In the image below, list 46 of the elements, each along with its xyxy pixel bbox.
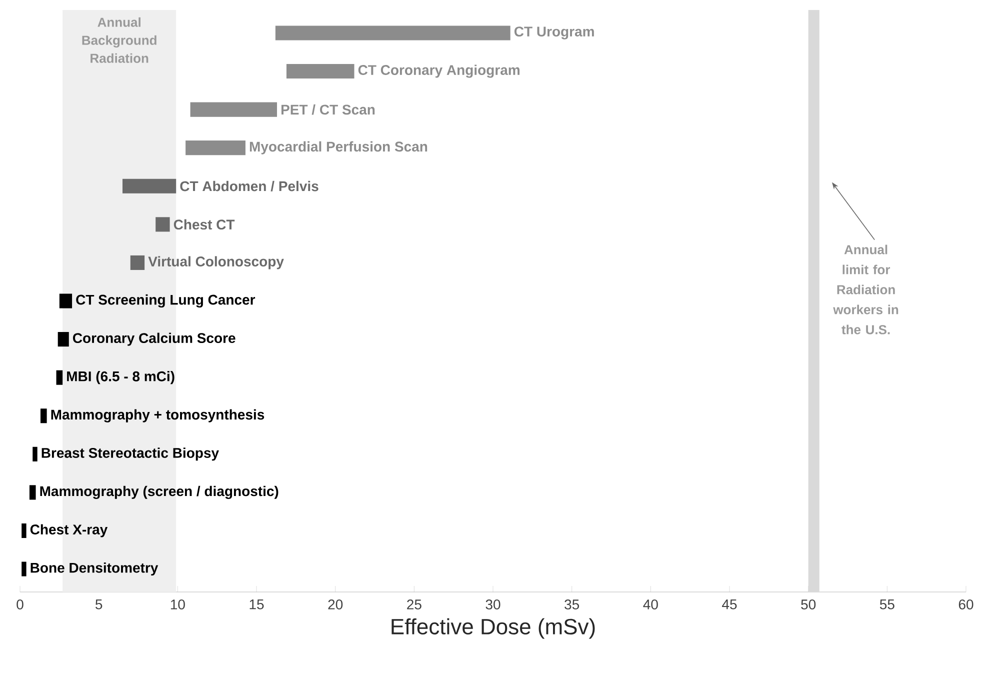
y-tick-label: Chest X-ray xyxy=(30,524,108,538)
x-tick-label: 15 xyxy=(250,600,264,610)
x-tick-label: 35 xyxy=(564,600,580,610)
y-tick-label: CT Coronary Angiogram xyxy=(358,64,520,78)
y-tick-label: MBI (6.5 - 8 mCi) xyxy=(67,371,174,384)
x-axis-title: Effective Dose (mSv) xyxy=(392,618,595,639)
bar xyxy=(59,294,72,308)
x-tick-label: 50 xyxy=(801,600,816,610)
y-tick-label: Myocardial Perfusion Scan xyxy=(250,141,428,154)
x-tick-label: 5 xyxy=(96,600,102,610)
bar xyxy=(122,178,176,194)
x-tick-label: 0 xyxy=(16,600,24,610)
bar xyxy=(275,26,510,40)
bar xyxy=(22,523,26,538)
y-tick-label: Coronary Calcium Score xyxy=(73,332,236,346)
y-tick-label: CT Abdomen / Pelvis xyxy=(180,180,318,192)
bar xyxy=(156,217,170,232)
x-tick-label: 55 xyxy=(880,600,894,610)
y-tick-label: Mammography (screen / diagnostic) xyxy=(40,486,278,499)
y-tick-label: Bone Densitometry xyxy=(30,562,158,576)
x-tick-label: 20 xyxy=(328,600,343,610)
x-tick-label: 30 xyxy=(486,600,500,610)
y-tick-label: Breast Stereotactic Biopsy xyxy=(42,448,219,461)
y-tick-label: PET / CT Scan xyxy=(281,104,375,115)
bar xyxy=(56,370,63,385)
bar xyxy=(32,446,38,462)
y-tick-label: CT Urogram xyxy=(514,26,594,40)
x-tick-label: 25 xyxy=(407,600,422,610)
bar xyxy=(29,485,36,500)
bar xyxy=(286,64,354,79)
y-tick-label: Chest CT xyxy=(174,219,235,230)
x-tick-label: 40 xyxy=(643,600,658,610)
bar xyxy=(58,332,69,347)
x-tick-label: 10 xyxy=(170,600,185,610)
y-tick-label: Mammography + tomosynthesis xyxy=(51,409,264,422)
band-label: Annual limit for Radiation workers in the U.S. xyxy=(833,244,898,334)
bar xyxy=(40,408,47,424)
x-tick-label: 45 xyxy=(722,600,737,610)
x-tick-label: 60 xyxy=(958,600,974,610)
bar xyxy=(130,255,145,270)
y-tick-label: CT Screening Lung Cancer xyxy=(76,294,256,308)
y-tick-label: Virtual Colonoscopy xyxy=(148,256,284,270)
bar xyxy=(22,562,26,576)
band-label: Annual Background Radiation xyxy=(82,17,156,63)
bar xyxy=(186,140,246,156)
bar xyxy=(190,102,278,117)
